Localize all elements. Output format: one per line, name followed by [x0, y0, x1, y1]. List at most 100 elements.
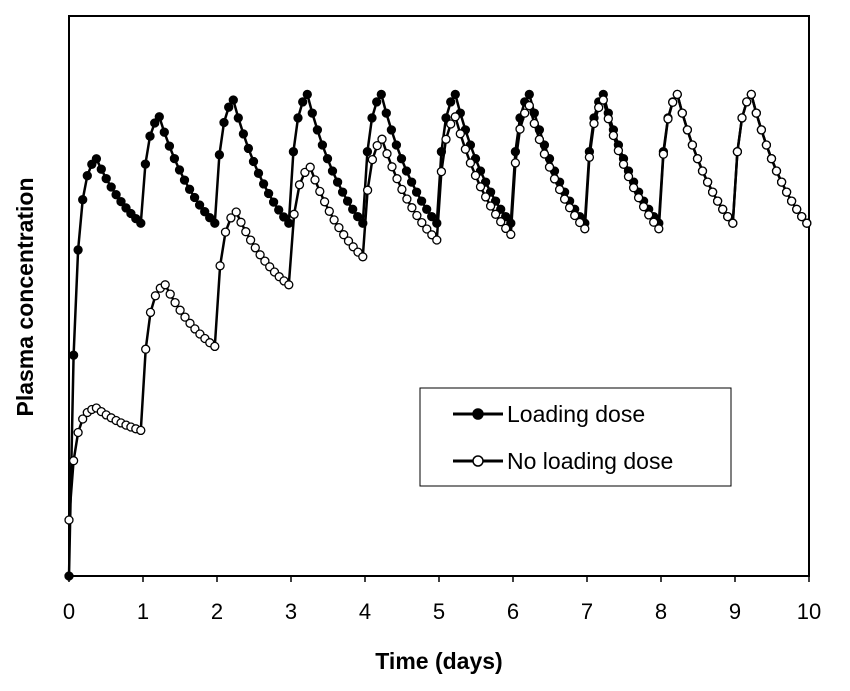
- point-loading-dose-51: [312, 125, 323, 135]
- point-loading-dose-30: [210, 218, 220, 228]
- point-loading-dose-15: [136, 218, 146, 228]
- point-loading-dose-63: [372, 97, 382, 107]
- point-no-loading-dose-139: [746, 89, 756, 100]
- point-no-loading-dose-120: [654, 224, 664, 234]
- point-no-loading-dose-79: [450, 112, 460, 122]
- point-loading-dose-39: [253, 168, 264, 178]
- point-no-loading-dose-93: [520, 108, 530, 118]
- point-no-loading-dose-122: [663, 114, 673, 124]
- point-no-loading-dose-0: [64, 515, 74, 525]
- point-no-loading-dose-65: [382, 149, 392, 159]
- legend-label-loading-dose: Loading dose: [507, 401, 645, 427]
- point-no-loading-dose-123: [668, 97, 678, 107]
- point-loading-dose-57: [342, 196, 353, 206]
- point-no-loading-dose-78: [446, 119, 456, 129]
- point-loading-dose-54: [327, 166, 338, 176]
- x-tick-label-3: 3: [285, 599, 297, 624]
- point-no-loading-dose-61: [362, 185, 373, 195]
- point-loading-dose-18: [150, 118, 160, 128]
- point-no-loading-dose-60: [358, 252, 368, 262]
- point-no-loading-dose-37: [245, 235, 256, 245]
- point-loading-dose-58: [348, 204, 358, 214]
- point-no-loading-dose-15: [136, 425, 146, 436]
- point-loading-dose-10: [111, 190, 121, 200]
- point-no-loading-dose-125: [677, 108, 687, 118]
- point-loading-dose-53: [322, 154, 333, 164]
- point-loading-dose-26: [189, 192, 200, 203]
- point-no-loading-dose-1: [68, 456, 79, 466]
- point-no-loading-dose-30: [210, 341, 220, 352]
- point-no-loading-dose-146: [781, 187, 792, 197]
- point-loading-dose-73: [422, 204, 432, 214]
- point-loading-dose-42: [268, 197, 279, 207]
- point-no-loading-dose-2: [73, 427, 83, 438]
- series-no-loading-dose: [64, 89, 812, 525]
- x-tick-label-6: 6: [507, 599, 519, 624]
- x-tick-label-5: 5: [433, 599, 445, 624]
- point-no-loading-dose-18: [150, 291, 161, 301]
- point-no-loading-dose-71: [412, 210, 422, 221]
- point-no-loading-dose-140: [751, 108, 761, 118]
- point-loading-dose-56: [337, 187, 348, 197]
- point-loading-dose-66: [386, 125, 397, 135]
- point-loading-dose-27: [194, 200, 205, 210]
- point-no-loading-dose-138: [742, 97, 752, 107]
- point-no-loading-dose-20: [160, 280, 170, 290]
- point-loading-dose-3: [78, 195, 88, 205]
- x-tick-label-7: 7: [581, 599, 593, 624]
- point-no-loading-dose-34: [231, 207, 241, 217]
- point-loading-dose-21: [164, 141, 175, 151]
- point-loading-dose-47: [293, 113, 303, 123]
- point-no-loading-dose-39: [255, 250, 265, 260]
- point-loading-dose-61: [362, 147, 373, 157]
- point-no-loading-dose-35: [236, 217, 246, 227]
- point-loading-dose-44: [279, 212, 289, 222]
- point-loading-dose-38: [248, 156, 259, 167]
- point-no-loading-dose-70: [407, 203, 417, 213]
- point-no-loading-dose-103: [570, 210, 580, 221]
- point-loading-dose-20: [159, 127, 169, 137]
- point-no-loading-dose-62: [367, 154, 378, 165]
- point-no-loading-dose-72: [417, 217, 427, 228]
- point-loading-dose-77: [441, 113, 451, 123]
- point-loading-dose-55: [332, 177, 343, 187]
- point-no-loading-dose-118: [644, 210, 654, 220]
- point-no-loading-dose-46: [289, 209, 299, 219]
- x-tick-label-0: 0: [63, 599, 75, 624]
- point-no-loading-dose-81: [460, 144, 471, 154]
- point-no-loading-dose-24: [180, 312, 190, 322]
- point-no-loading-dose-66: [387, 162, 397, 172]
- point-no-loading-dose-96: [534, 134, 545, 145]
- point-no-loading-dose-110: [603, 114, 613, 124]
- point-loading-dose-2: [73, 245, 83, 255]
- point-no-loading-dose-82: [465, 158, 476, 168]
- point-loading-dose-1: [68, 350, 79, 360]
- point-no-loading-dose-16: [141, 344, 151, 354]
- point-no-loading-dose-50: [310, 175, 320, 185]
- point-no-loading-dose-68: [397, 184, 407, 195]
- point-loading-dose-62: [367, 113, 377, 123]
- point-loading-dose-29: [205, 213, 215, 223]
- point-loading-dose-33: [224, 102, 234, 112]
- point-loading-dose-11: [116, 196, 126, 207]
- point-no-loading-dose-67: [392, 174, 402, 184]
- point-no-loading-dose-112: [613, 145, 624, 156]
- point-loading-dose-71: [411, 187, 422, 197]
- x-tick-label-2: 2: [211, 599, 223, 624]
- point-no-loading-dose-73: [422, 224, 432, 234]
- point-no-loading-dose-80: [455, 129, 465, 139]
- point-no-loading-dose-92: [515, 124, 525, 134]
- x-tick-label-4: 4: [359, 599, 371, 624]
- point-no-loading-dose-127: [687, 140, 698, 150]
- point-no-loading-dose-3: [78, 414, 88, 424]
- point-loading-dose-67: [391, 140, 402, 150]
- point-loading-dose-40: [258, 179, 269, 189]
- point-no-loading-dose-116: [633, 193, 644, 203]
- point-loading-dose-65: [381, 108, 391, 118]
- point-no-loading-dose-88: [496, 217, 506, 227]
- point-no-loading-dose-141: [756, 125, 767, 135]
- point-no-loading-dose-49: [305, 162, 315, 172]
- point-no-loading-dose-54: [329, 215, 339, 225]
- point-loading-dose-35: [233, 113, 243, 123]
